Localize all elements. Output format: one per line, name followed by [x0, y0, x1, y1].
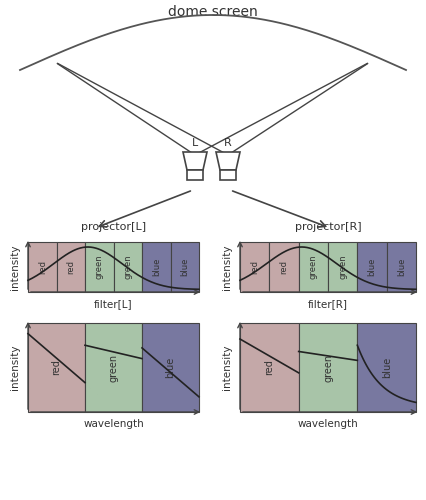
- Text: green: green: [109, 354, 118, 382]
- Bar: [113, 242, 142, 292]
- Bar: [357, 323, 416, 412]
- Text: R: R: [224, 138, 232, 148]
- Polygon shape: [183, 152, 207, 170]
- Bar: [85, 323, 142, 412]
- Bar: [328, 242, 357, 292]
- Text: filter[R]: filter[R]: [308, 299, 348, 309]
- Text: red: red: [38, 260, 47, 274]
- Bar: [299, 323, 357, 412]
- Text: projector[R]: projector[R]: [295, 222, 361, 232]
- Text: blue: blue: [382, 357, 391, 378]
- Text: filter[L]: filter[L]: [94, 299, 133, 309]
- Polygon shape: [220, 170, 236, 180]
- Text: red: red: [265, 360, 274, 376]
- Bar: [357, 242, 387, 292]
- Text: wavelength: wavelength: [83, 419, 144, 429]
- Bar: [57, 242, 85, 292]
- Bar: [299, 242, 328, 292]
- Text: dome screen: dome screen: [168, 5, 258, 19]
- Text: L: L: [192, 138, 198, 148]
- Text: blue: blue: [152, 258, 161, 276]
- Text: green: green: [323, 354, 333, 382]
- Bar: [269, 242, 299, 292]
- Text: red: red: [66, 260, 75, 274]
- Bar: [240, 242, 269, 292]
- Polygon shape: [216, 152, 240, 170]
- Bar: [28, 323, 85, 412]
- Bar: [387, 242, 416, 292]
- Text: green: green: [95, 254, 104, 280]
- Text: blue: blue: [165, 357, 176, 378]
- Text: green: green: [309, 254, 318, 280]
- Polygon shape: [187, 170, 203, 180]
- Text: intensity: intensity: [222, 345, 232, 390]
- Text: intensity: intensity: [10, 345, 20, 390]
- Text: red: red: [52, 360, 61, 376]
- Text: projector[L]: projector[L]: [81, 222, 146, 232]
- Text: blue: blue: [180, 258, 189, 276]
- Bar: [28, 242, 57, 292]
- Text: red: red: [250, 260, 259, 274]
- Bar: [142, 323, 199, 412]
- Text: wavelength: wavelength: [298, 419, 358, 429]
- Text: intensity: intensity: [222, 244, 232, 290]
- Text: intensity: intensity: [10, 244, 20, 290]
- Bar: [240, 323, 299, 412]
- Bar: [170, 242, 199, 292]
- Text: blue: blue: [368, 258, 377, 276]
- Text: green: green: [123, 254, 132, 280]
- Bar: [142, 242, 170, 292]
- Text: red: red: [279, 260, 288, 274]
- Text: blue: blue: [397, 258, 406, 276]
- Text: green: green: [338, 254, 347, 280]
- Bar: [85, 242, 113, 292]
